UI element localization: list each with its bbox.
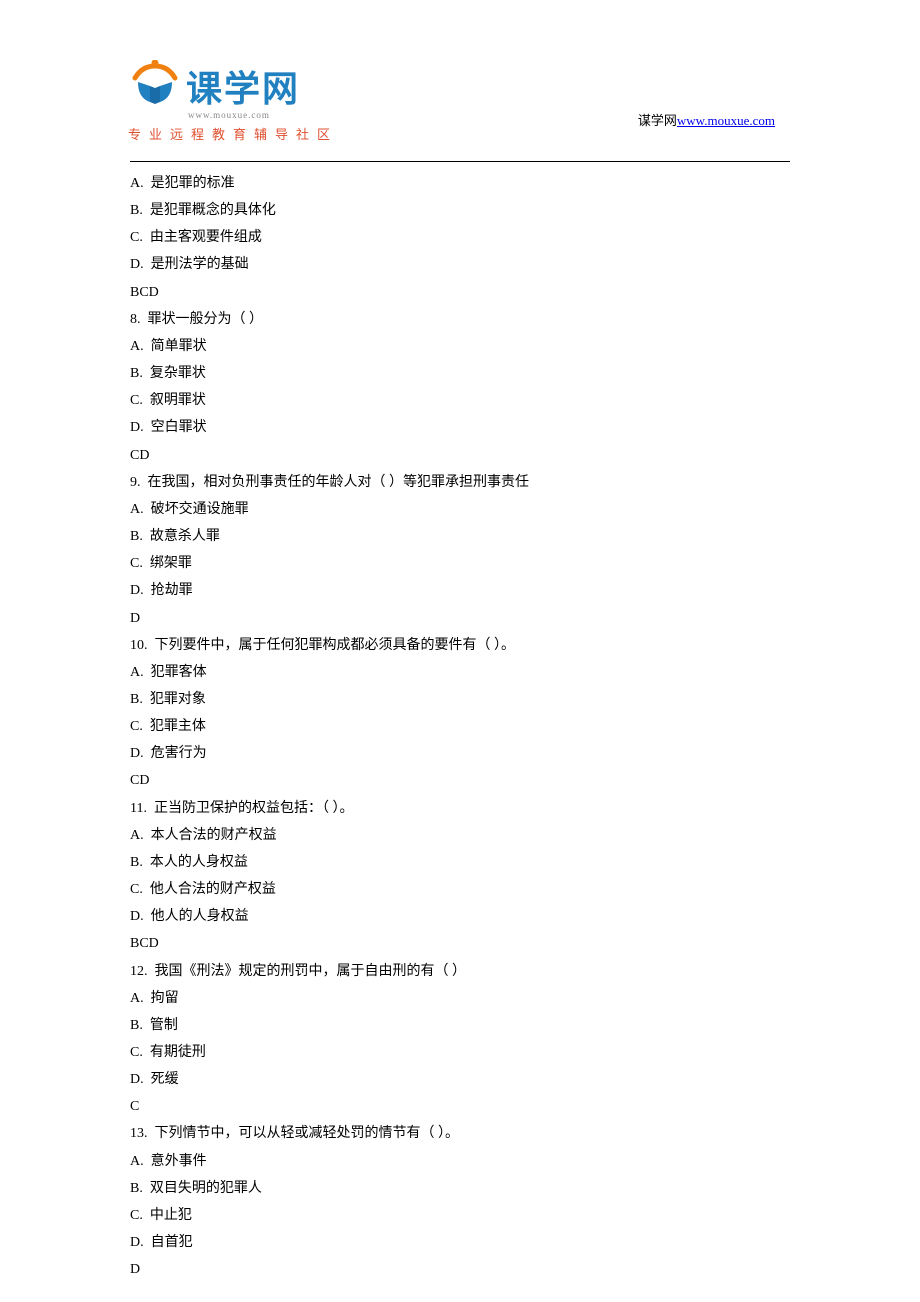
question-stem: 13. 下列情节中，可以从轻或减轻处罚的情节有（ ）。 [130, 1120, 790, 1147]
question-option: A. 拘留 [130, 985, 790, 1012]
question-answer: D [130, 1256, 790, 1283]
logo-name: 课学网 [186, 60, 300, 112]
question-answer: CD [130, 442, 790, 469]
logo-area: 课学网 www.mouxue.com [130, 60, 920, 120]
question-answer: BCD [130, 279, 790, 306]
question-answer: CD [130, 767, 790, 794]
question-option: A. 简单罪状 [130, 333, 790, 360]
question-option: C. 由主客观要件组成 [130, 224, 790, 251]
question-option: B. 管制 [130, 1012, 790, 1039]
question-option: A. 本人合法的财产权益 [130, 822, 790, 849]
question-stem: 9. 在我国，相对负刑事责任的年龄人对（ ）等犯罪承担刑事责任 [130, 469, 790, 496]
page-header: 课学网 www.mouxue.com 专业远程教育辅导社区 谋学网www.mou… [0, 0, 920, 143]
question-option: A. 犯罪客体 [130, 659, 790, 686]
question-option: D. 死缓 [130, 1066, 790, 1093]
question-option: A. 是犯罪的标准 [130, 170, 790, 197]
document-content: A. 是犯罪的标准B. 是犯罪概念的具体化C. 由主客观要件组成D. 是刑法学的… [130, 161, 790, 1283]
site-link[interactable]: www.mouxue.com [677, 113, 775, 128]
question-stem: 8. 罪状一般分为（ ） [130, 306, 790, 333]
question-answer: C [130, 1093, 790, 1120]
question-option: D. 是刑法学的基础 [130, 251, 790, 278]
question-option: B. 故意杀人罪 [130, 523, 790, 550]
question-option: B. 双目失明的犯罪人 [130, 1175, 790, 1202]
question-option: C. 有期徒刑 [130, 1039, 790, 1066]
logo-text-block: 课学网 www.mouxue.com [186, 60, 300, 120]
question-option: C. 他人合法的财产权益 [130, 876, 790, 903]
question-option: D. 空白罪状 [130, 414, 790, 441]
question-option: C. 绑架罪 [130, 550, 790, 577]
question-stem: 11. 正当防卫保护的权益包括：（ ）。 [130, 795, 790, 822]
question-option: B. 复杂罪状 [130, 360, 790, 387]
question-option: D. 抢劫罪 [130, 577, 790, 604]
question-option: C. 犯罪主体 [130, 713, 790, 740]
question-option: C. 叙明罪状 [130, 387, 790, 414]
question-answer: BCD [130, 930, 790, 957]
question-option: C. 中止犯 [130, 1202, 790, 1229]
question-option: B. 是犯罪概念的具体化 [130, 197, 790, 224]
question-answer: D [130, 605, 790, 632]
logo-tagline: 专业远程教育辅导社区 [128, 124, 920, 143]
site-reference: 谋学网www.mouxue.com [638, 110, 775, 129]
question-option: A. 破坏交通设施罪 [130, 496, 790, 523]
question-option: B. 本人的人身权益 [130, 849, 790, 876]
question-option: D. 危害行为 [130, 740, 790, 767]
question-option: A. 意外事件 [130, 1148, 790, 1175]
question-option: D. 他人的人身权益 [130, 903, 790, 930]
question-option: B. 犯罪对象 [130, 686, 790, 713]
question-stem: 10. 下列要件中，属于任何犯罪构成都必须具备的要件有（ ）。 [130, 632, 790, 659]
question-stem: 12. 我国《刑法》规定的刑罚中，属于自由刑的有（ ） [130, 958, 790, 985]
logo-icon [130, 60, 180, 105]
site-label: 谋学网 [638, 113, 677, 128]
question-option: D. 自首犯 [130, 1229, 790, 1256]
